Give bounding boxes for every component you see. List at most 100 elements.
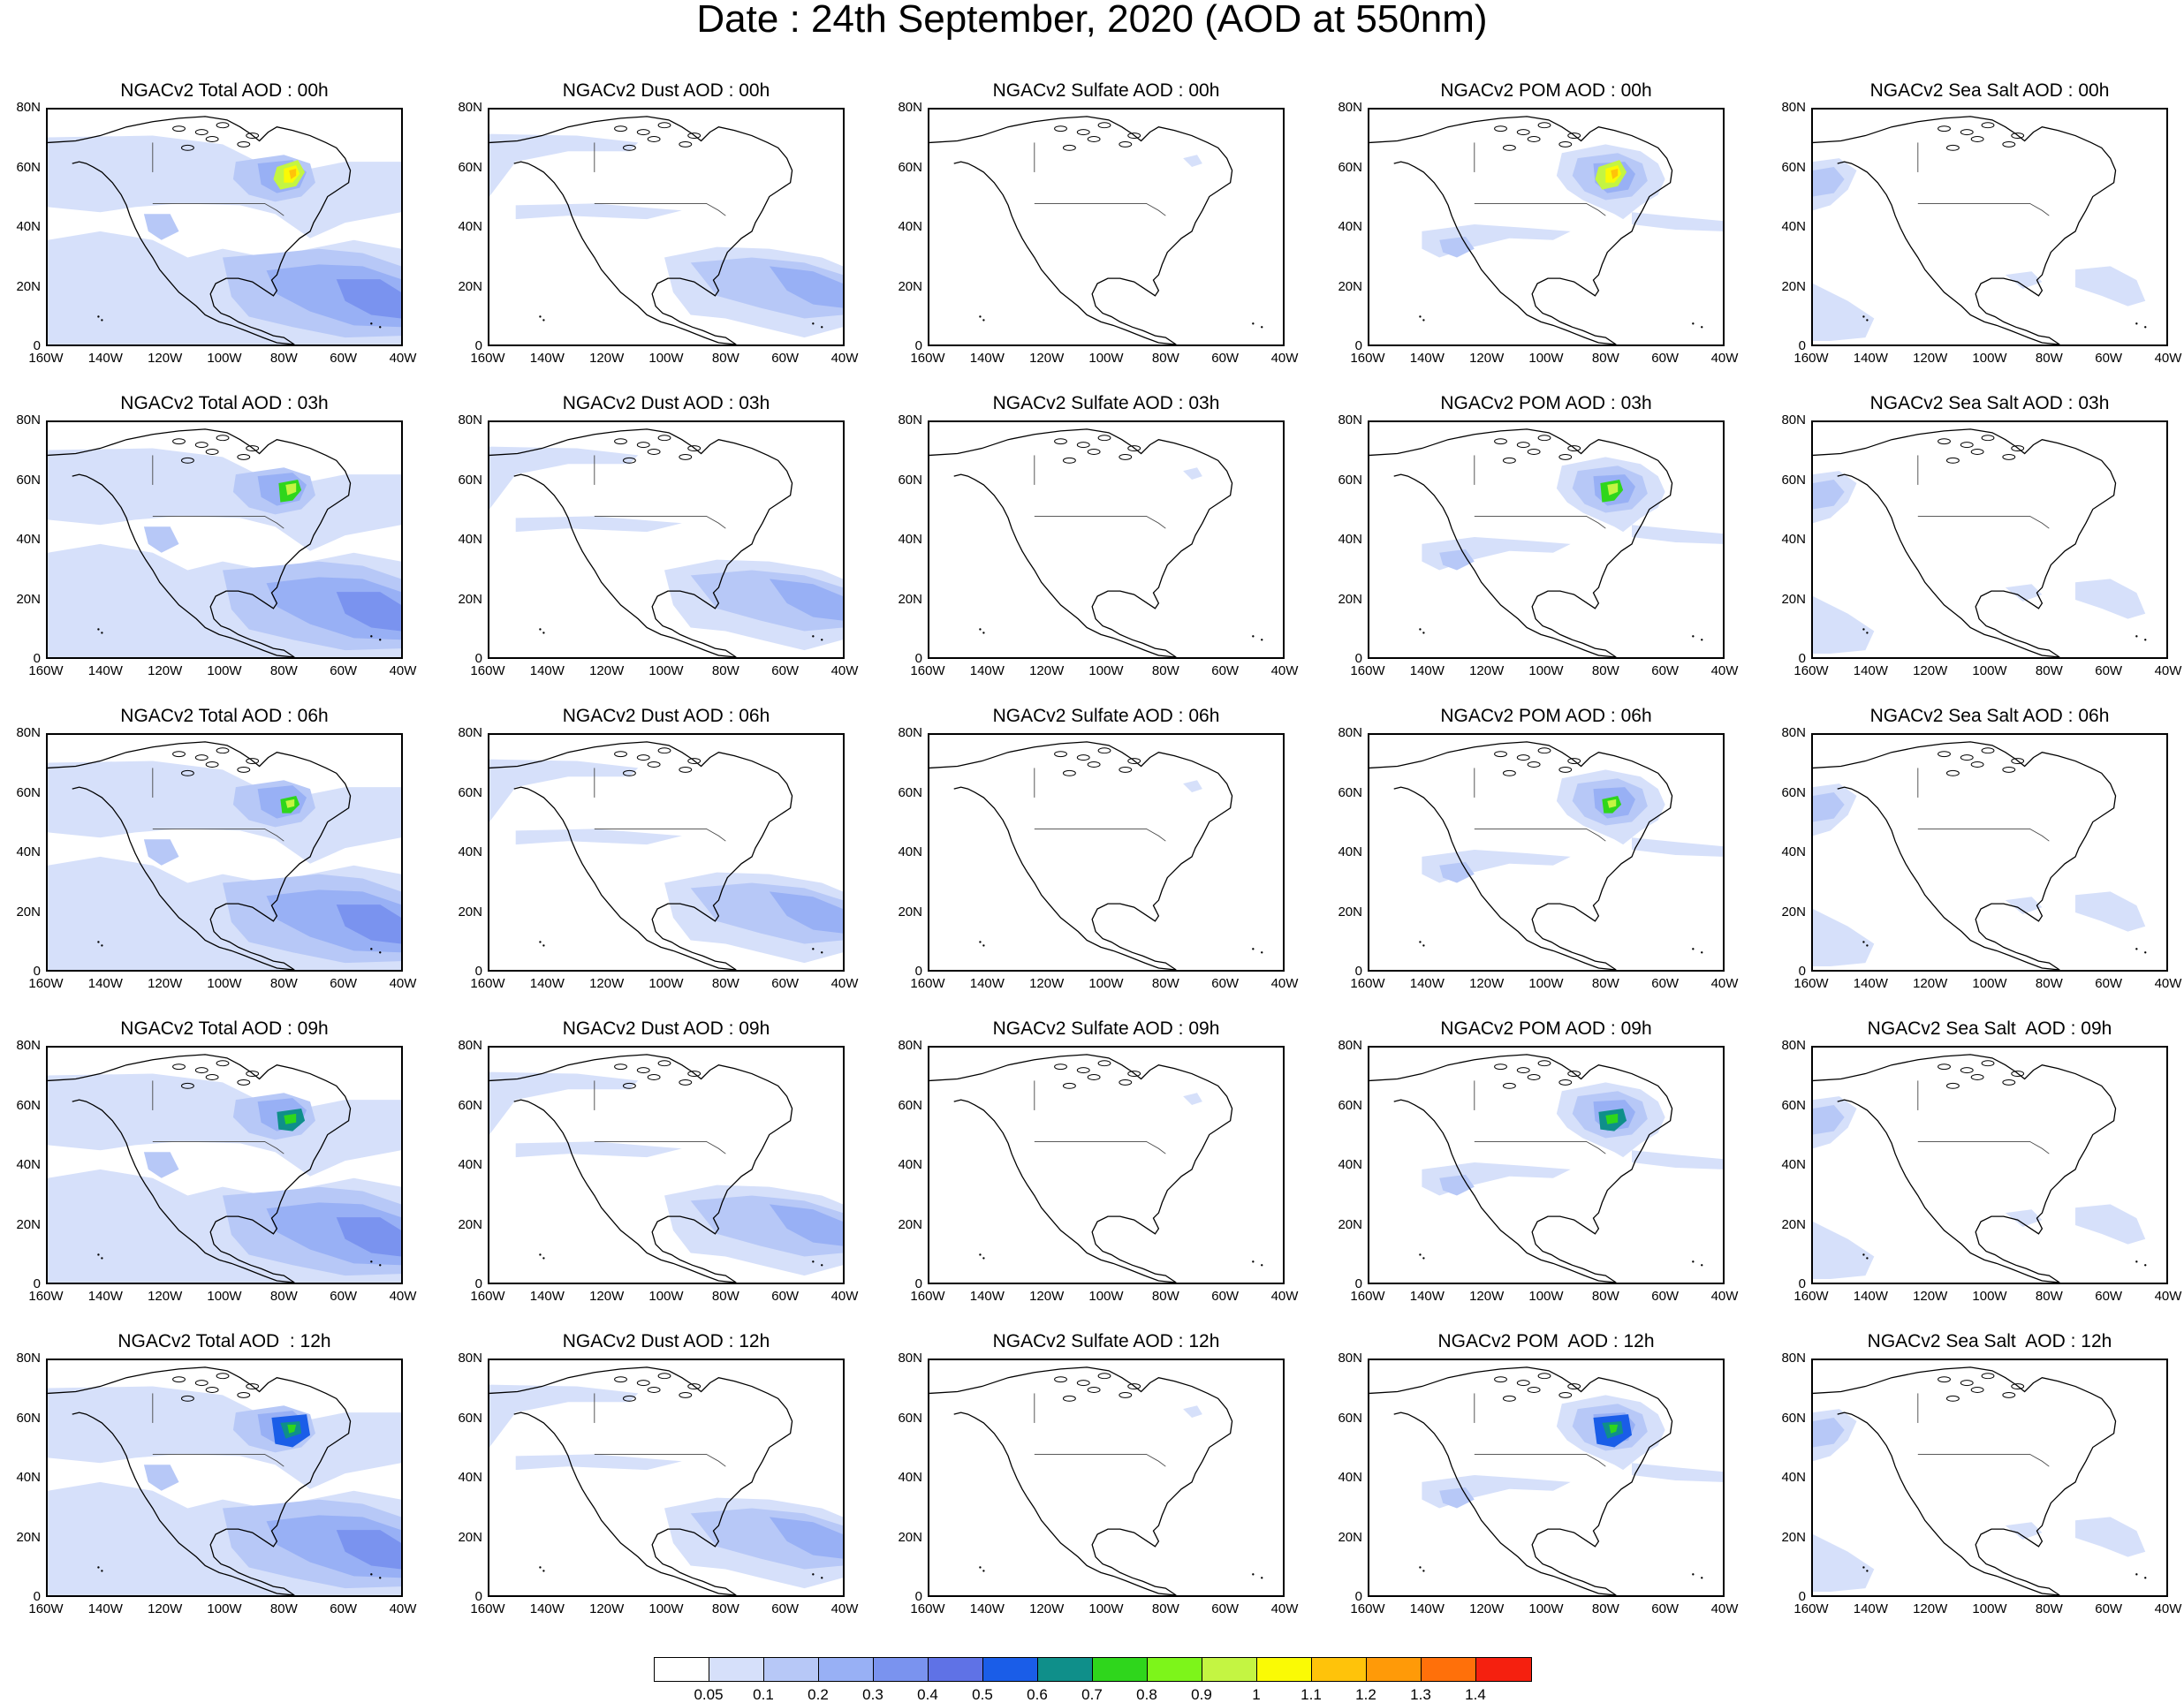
coastline: [1393, 1099, 1617, 1283]
arctic-island: [216, 122, 230, 129]
arctic-island: [246, 758, 260, 765]
arctic-island: [636, 1067, 650, 1074]
arctic-island: [1945, 769, 1960, 776]
lon-tick-label: 40W: [1270, 663, 1299, 678]
lon-tick-label: 60W: [330, 1601, 358, 1616]
lat-tick-label: 40N: [16, 219, 41, 234]
lon-tick-label: 60W: [2095, 1289, 2123, 1304]
coastline: [72, 1099, 295, 1283]
lat-tick-label: 60N: [16, 159, 41, 175]
small-island: [370, 948, 373, 950]
aod-shading: [1632, 525, 1723, 544]
small-island: [1419, 941, 1422, 943]
aod-hotspot: [289, 168, 297, 179]
political-border: [1474, 1140, 1606, 1154]
arctic-island: [1960, 1067, 1974, 1074]
lon-tick-label: 120W: [148, 976, 183, 991]
coastline: [1837, 786, 2060, 970]
lon-tick-label: 40W: [1710, 1601, 1739, 1616]
aod-shading: [515, 1141, 682, 1158]
lon-tick-label: 140W: [969, 351, 1005, 366]
political-border: [1034, 515, 1166, 529]
aod-map: [1813, 116, 2147, 344]
small-island: [2135, 1573, 2138, 1576]
lat-tick-label: 80N: [1338, 725, 1362, 740]
lon-tick-label: 120W: [148, 1289, 183, 1304]
panel-title: NGACv2 Dust AOD : 09h: [562, 1018, 770, 1039]
lon-tick-label: 100W: [207, 351, 242, 366]
political-border: [1474, 1453, 1606, 1467]
lon-tick-label: 40W: [2154, 1289, 2182, 1304]
lat-tick-label: 80N: [16, 413, 41, 428]
lat-tick-label: 60N: [458, 1097, 482, 1113]
lon-tick-label: 40W: [389, 976, 417, 991]
panel-title: NGACv2 Total AOD : 03h: [120, 393, 329, 413]
arctic-island: [1558, 453, 1573, 460]
small-island: [1252, 635, 1255, 638]
lon-tick-label: 80W: [711, 976, 739, 991]
small-island: [370, 635, 373, 638]
arctic-island: [194, 442, 209, 449]
lat-tick-label: 40N: [1781, 532, 1806, 547]
arctic-island: [2011, 1383, 2025, 1390]
map-panel: [1368, 733, 1725, 972]
lon-tick-label: 40W: [2154, 663, 2182, 678]
aod-shading: [1632, 212, 1723, 231]
aod-shading: [1439, 1174, 1475, 1196]
small-island: [1261, 1264, 1263, 1267]
lon-tick-label: 100W: [648, 1289, 684, 1304]
political-border: [152, 1140, 284, 1154]
lat-tick-label: 40N: [458, 532, 482, 547]
lon-tick-label: 120W: [1029, 351, 1065, 366]
arctic-island: [614, 1063, 627, 1071]
lat-tick-label: 60N: [16, 472, 41, 488]
panel-title: NGACv2 Sulfate AOD : 03h: [992, 393, 1220, 413]
lon-tick-label: 140W: [87, 976, 123, 991]
panel-title: NGACv2 Sea Salt AOD : 06h: [1869, 706, 2110, 726]
arctic-island: [1502, 457, 1516, 464]
arctic-island: [687, 1383, 701, 1390]
arctic-island: [1076, 754, 1090, 761]
small-island: [539, 1566, 542, 1569]
arctic-island: [1567, 132, 1581, 140]
arctic-island: [2002, 1391, 2016, 1398]
lon-tick-label: 60W: [2095, 976, 2123, 991]
small-island: [979, 941, 982, 943]
small-island: [979, 315, 982, 318]
panel-title: NGACv2 Dust AOD : 03h: [562, 393, 770, 413]
arctic-island: [1076, 1380, 1090, 1387]
lat-tick-label: 60N: [458, 784, 482, 800]
arctic-island: [1970, 136, 1984, 142]
lon-tick-label: 160W: [28, 1289, 64, 1304]
lon-tick-label: 40W: [2154, 976, 2182, 991]
arctic-island: [1502, 1395, 1516, 1402]
lon-tick-label: 40W: [1710, 351, 1739, 366]
lon-tick-label: 60W: [1651, 1601, 1680, 1616]
map-panel: [1811, 1359, 2168, 1597]
aod-shading: [769, 1204, 843, 1246]
panel-title: NGACv2 Sea Salt AOD : 00h: [1869, 80, 2110, 101]
lon-tick-label: 120W: [1469, 976, 1505, 991]
lon-tick-label: 160W: [470, 351, 505, 366]
arctic-island: [1558, 140, 1573, 148]
small-island: [370, 322, 373, 325]
lon-tick-label: 120W: [1913, 976, 1948, 991]
colorbar-label: 0.8: [1136, 1686, 1157, 1703]
lat-tick-label: 40N: [1781, 1470, 1806, 1485]
arctic-island: [1516, 754, 1530, 761]
small-island: [812, 322, 815, 325]
lon-tick-label: 60W: [771, 663, 800, 678]
aod-shading: [48, 135, 401, 238]
lat-tick-label: 40N: [458, 844, 482, 859]
small-island: [101, 1570, 103, 1572]
lat-tick-label: 40N: [1338, 844, 1362, 859]
aod-map: [1369, 1054, 1723, 1283]
lon-tick-label: 100W: [1088, 1601, 1124, 1616]
lon-tick-label: 80W: [2035, 663, 2063, 678]
arctic-island: [216, 1060, 230, 1067]
arctic-island: [622, 1395, 636, 1402]
arctic-island: [2011, 445, 2025, 452]
lat-tick-label: 0: [914, 964, 922, 979]
lon-tick-label: 120W: [589, 976, 625, 991]
map-panel: [928, 1046, 1285, 1284]
